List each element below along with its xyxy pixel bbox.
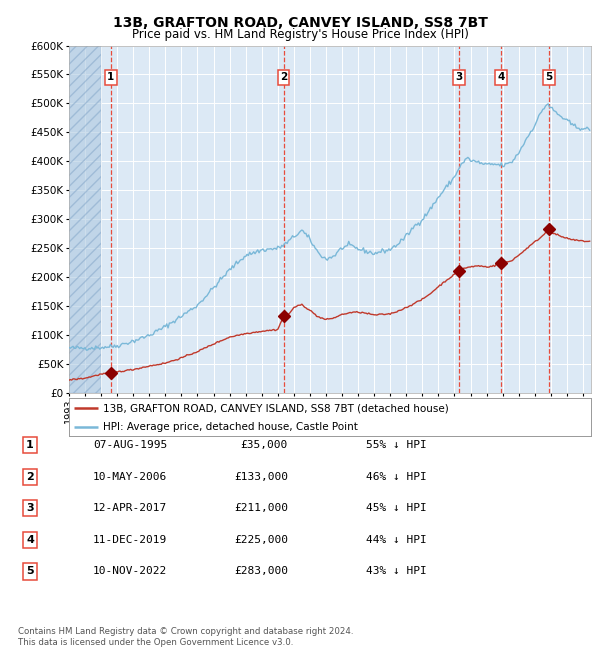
Text: 1: 1 [26, 440, 34, 450]
Text: 12-APR-2017: 12-APR-2017 [93, 503, 167, 514]
Text: £35,000: £35,000 [241, 440, 288, 450]
Text: 4: 4 [497, 72, 505, 83]
Bar [69, 46, 101, 393]
Text: HPI: Average price, detached house, Castle Point: HPI: Average price, detached house, Cast… [103, 422, 358, 432]
Text: 4: 4 [26, 535, 34, 545]
Text: £211,000: £211,000 [234, 503, 288, 514]
Text: 11-DEC-2019: 11-DEC-2019 [93, 535, 167, 545]
Text: 43% ↓ HPI: 43% ↓ HPI [366, 566, 427, 577]
Text: 13B, GRAFTON ROAD, CANVEY ISLAND, SS8 7BT (detached house): 13B, GRAFTON ROAD, CANVEY ISLAND, SS8 7B… [103, 404, 449, 413]
Text: £133,000: £133,000 [234, 472, 288, 482]
Text: 5: 5 [26, 566, 34, 577]
Text: £283,000: £283,000 [234, 566, 288, 577]
Text: 2: 2 [280, 72, 287, 83]
Text: 45% ↓ HPI: 45% ↓ HPI [366, 503, 427, 514]
Text: £225,000: £225,000 [234, 535, 288, 545]
Text: 07-AUG-1995: 07-AUG-1995 [93, 440, 167, 450]
Text: 10-NOV-2022: 10-NOV-2022 [93, 566, 167, 577]
Text: Price paid vs. HM Land Registry's House Price Index (HPI): Price paid vs. HM Land Registry's House … [131, 28, 469, 41]
Text: 13B, GRAFTON ROAD, CANVEY ISLAND, SS8 7BT: 13B, GRAFTON ROAD, CANVEY ISLAND, SS8 7B… [113, 16, 487, 31]
Text: 3: 3 [26, 503, 34, 514]
Text: 10-MAY-2006: 10-MAY-2006 [93, 472, 167, 482]
Text: 5: 5 [545, 72, 552, 83]
Text: 1: 1 [107, 72, 115, 83]
Text: 3: 3 [455, 72, 463, 83]
Text: 55% ↓ HPI: 55% ↓ HPI [366, 440, 427, 450]
Text: 46% ↓ HPI: 46% ↓ HPI [366, 472, 427, 482]
Text: 44% ↓ HPI: 44% ↓ HPI [366, 535, 427, 545]
Text: 2: 2 [26, 472, 34, 482]
Text: Contains HM Land Registry data © Crown copyright and database right 2024.
This d: Contains HM Land Registry data © Crown c… [18, 627, 353, 647]
